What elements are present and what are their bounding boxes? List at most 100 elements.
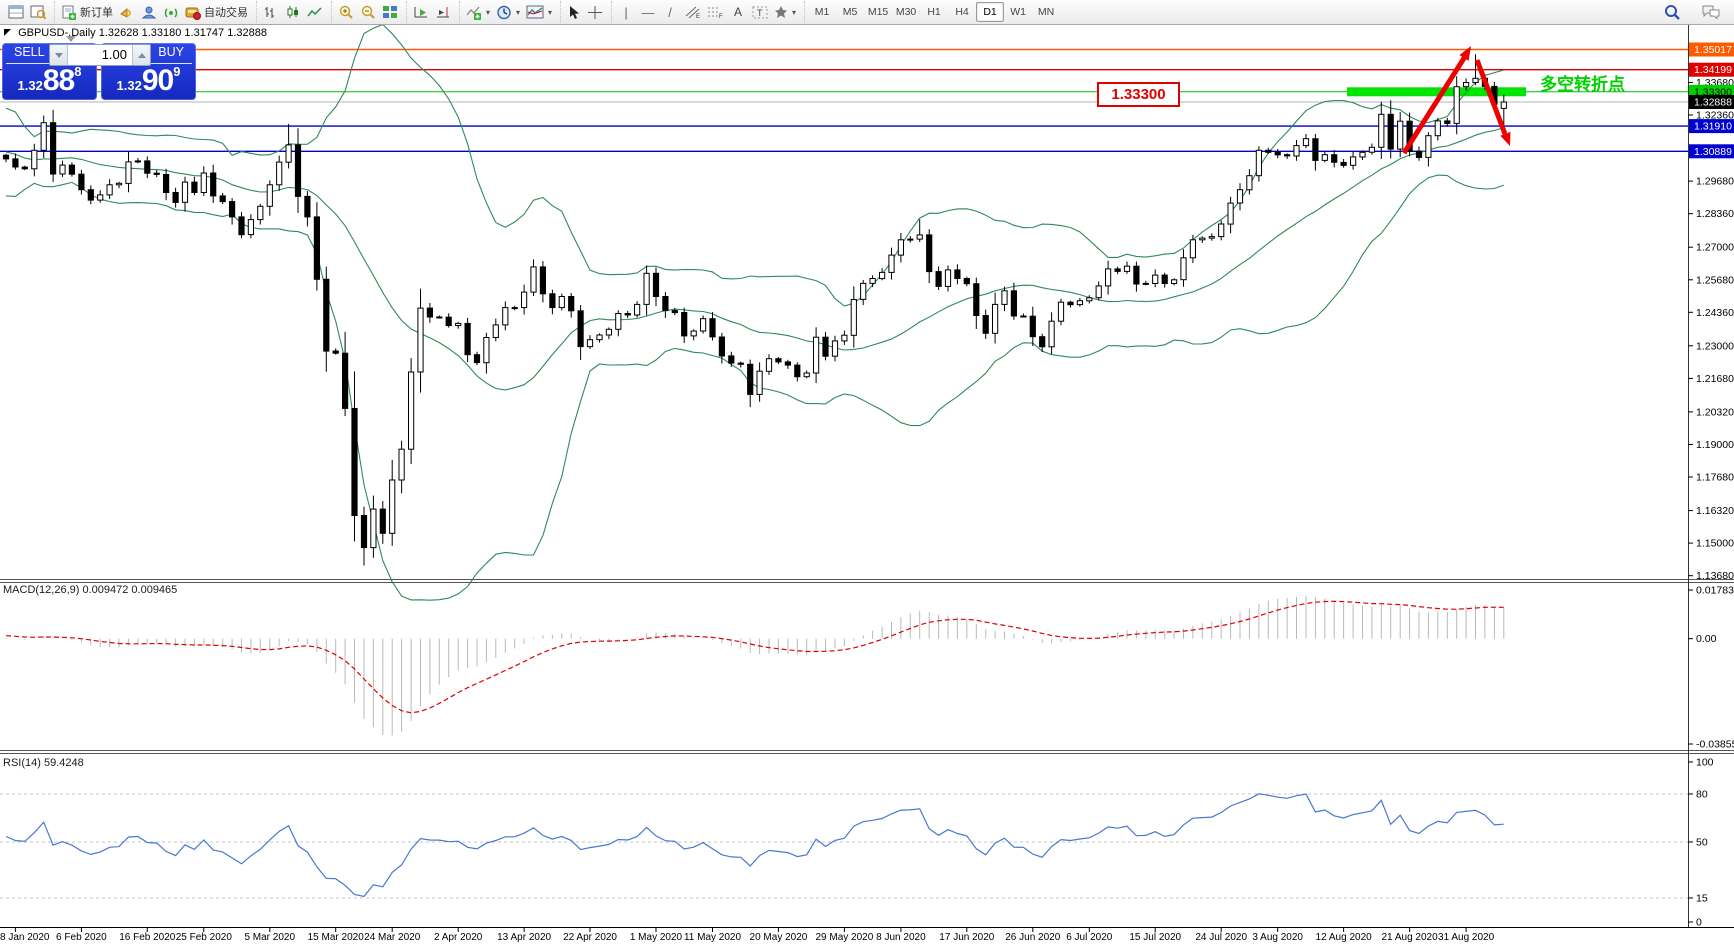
svg-text:1.29680: 1.29680 xyxy=(1696,176,1734,188)
rsi-indicator-label: RSI(14) 59.4248 xyxy=(3,757,84,769)
tile-windows-icon[interactable] xyxy=(379,2,401,22)
toolbar-group-indicators: ▾ ▾ ▾ xyxy=(459,1,558,23)
fibonacci-tool[interactable]: F xyxy=(704,2,727,22)
community-icon[interactable] xyxy=(138,2,160,22)
time-label: 3 Aug 2020 xyxy=(1252,932,1303,943)
auto-trading-button[interactable]: 自动交易 xyxy=(182,2,251,22)
timeframe-h4[interactable]: H4 xyxy=(955,6,969,18)
toolbar-group-chart-type xyxy=(256,1,329,23)
ask-price: 1.32909 xyxy=(101,64,196,98)
panel-borders xyxy=(0,25,1734,928)
buy-panel[interactable]: BUY 1.32909 xyxy=(101,43,196,100)
new-order-button[interactable]: 新订单 xyxy=(58,2,116,22)
line-chart-icon[interactable] xyxy=(304,2,326,22)
ask-sup: 9 xyxy=(173,64,181,79)
price-callout-1333[interactable]: 1.33300 xyxy=(1097,82,1180,107)
volume-increase-button[interactable] xyxy=(132,45,150,65)
volume-decrease-button[interactable] xyxy=(50,45,68,65)
timeframe-m1[interactable]: M1 xyxy=(814,6,830,18)
time-label: 24 Mar 2020 xyxy=(364,932,421,943)
sell-button[interactable]: SELL xyxy=(14,45,45,59)
toolbar-group-objects: | — / E F A T ▾ xyxy=(611,1,802,23)
label-tool[interactable]: T xyxy=(749,2,771,22)
timeframe-mn[interactable]: MN xyxy=(1037,6,1055,18)
trendline-tool[interactable]: / xyxy=(668,4,672,20)
time-axis[interactable]: 8 Jan 2020 6 Feb 2020 16 Feb 2020 25 Feb 20… xyxy=(0,929,1688,946)
ohlc-low: 1.31747 xyxy=(184,27,225,39)
horizontal-line-tool[interactable]: — xyxy=(641,4,655,20)
svg-text:1.19000: 1.19000 xyxy=(1696,439,1734,451)
svg-text:15: 15 xyxy=(1696,893,1708,905)
bollinger-bands xyxy=(5,23,1504,601)
signals-icon[interactable] xyxy=(160,2,182,22)
crosshair-tool-icon[interactable] xyxy=(584,2,606,22)
time-axis-ticks xyxy=(14,928,1467,932)
toolbar-group-timeframes: M1 M5 M15 M30 H1 H4 D1 W1 MN xyxy=(804,1,1063,23)
symbol-period: GBPUSD-,Daily xyxy=(18,27,96,39)
new-order-label: 新订单 xyxy=(80,7,113,19)
zoom-in-icon[interactable] xyxy=(335,2,357,22)
toolbar-group-standard xyxy=(2,1,52,23)
chart-icon xyxy=(4,29,11,36)
toolbar-group-trade: 新订单 自动交易 xyxy=(54,1,254,23)
search-icon[interactable] xyxy=(1660,2,1684,22)
timeframe-m30[interactable]: M30 xyxy=(895,6,917,18)
timeframe-m5[interactable]: M5 xyxy=(842,6,858,18)
bid-big: 88 xyxy=(42,64,75,97)
chart-shift-icon[interactable] xyxy=(432,2,454,22)
svg-text:50: 50 xyxy=(1696,837,1708,849)
toolbar-group-scroll xyxy=(406,1,457,23)
time-label: 13 Apr 2020 xyxy=(497,932,552,943)
timeframe-h1[interactable]: H1 xyxy=(927,6,941,18)
market-watch-icon[interactable] xyxy=(5,2,27,22)
auto-scroll-icon[interactable] xyxy=(410,2,432,22)
vertical-line-tool[interactable]: | xyxy=(624,4,628,20)
zoom-out-icon[interactable] xyxy=(357,2,379,22)
timeframe-m15[interactable]: M15 xyxy=(867,6,889,18)
bid-prefix: 1.32 xyxy=(17,78,43,93)
svg-text:1.23000: 1.23000 xyxy=(1696,340,1734,352)
trade-panel-collapse-caret[interactable] xyxy=(66,36,76,42)
time-label: 1 May 2020 xyxy=(629,932,683,943)
support-zone[interactable] xyxy=(1347,87,1526,97)
one-click-trade-panel: SELL 1.32888 BUY 1.32909 1.00 xyxy=(2,43,196,100)
buy-button[interactable]: BUY xyxy=(158,45,184,59)
turning-point-annotation[interactable]: 多空转折点 xyxy=(1540,75,1625,94)
trend-arrows[interactable] xyxy=(1401,46,1511,155)
macd-axis: 0.017833 0.00 -0.038559 xyxy=(1688,585,1734,751)
candlestick-chart-icon[interactable] xyxy=(282,2,304,22)
svg-text:0.00: 0.00 xyxy=(1696,633,1717,645)
svg-text:-0.038559: -0.038559 xyxy=(1696,739,1734,751)
text-tool[interactable]: A xyxy=(734,5,743,19)
svg-text:1.16320: 1.16320 xyxy=(1696,505,1734,517)
alerts-horn-icon[interactable] xyxy=(116,2,138,22)
arrows-tool[interactable]: ▾ xyxy=(771,2,799,22)
data-window-icon[interactable] xyxy=(27,2,49,22)
indicators-button[interactable]: ▾ xyxy=(463,2,493,22)
price-badges: 1.350171.341991.333001.328881.319101.308… xyxy=(1689,42,1734,159)
chat-icon[interactable] xyxy=(1698,2,1724,22)
channel-tool[interactable]: E xyxy=(681,2,704,22)
volume-input[interactable]: 1.00 xyxy=(101,47,127,62)
sell-panel[interactable]: SELL 1.32888 xyxy=(2,43,97,100)
bar-chart-icon[interactable] xyxy=(260,2,282,22)
time-label: 8 Jan 2020 xyxy=(0,932,50,943)
toolbar-right xyxy=(1660,2,1734,22)
time-label: 8 Jun 2020 xyxy=(876,932,926,943)
svg-text:1.30889: 1.30889 xyxy=(1694,146,1732,158)
time-label: 12 Aug 2020 xyxy=(1315,932,1372,943)
templates-button[interactable]: ▾ xyxy=(523,2,555,22)
toolbar: 新订单 自动交易 ▾ ▾ ▾ xyxy=(0,0,1734,25)
periods-clock-button[interactable]: ▾ xyxy=(493,2,523,22)
svg-text:1.17680: 1.17680 xyxy=(1696,472,1734,484)
timeframe-w1[interactable]: W1 xyxy=(1010,6,1026,18)
rsi-axis: 100 80 50 15 0 xyxy=(1688,757,1714,929)
time-label: 31 Aug 2020 xyxy=(1438,932,1495,943)
timeframe-d1[interactable]: D1 xyxy=(976,2,1005,22)
time-label: 11 May 2020 xyxy=(683,932,742,943)
time-label: 24 Jul 2020 xyxy=(1195,932,1248,943)
time-label: 26 Jun 2020 xyxy=(1005,932,1061,943)
cursor-tool-icon[interactable] xyxy=(564,2,584,22)
